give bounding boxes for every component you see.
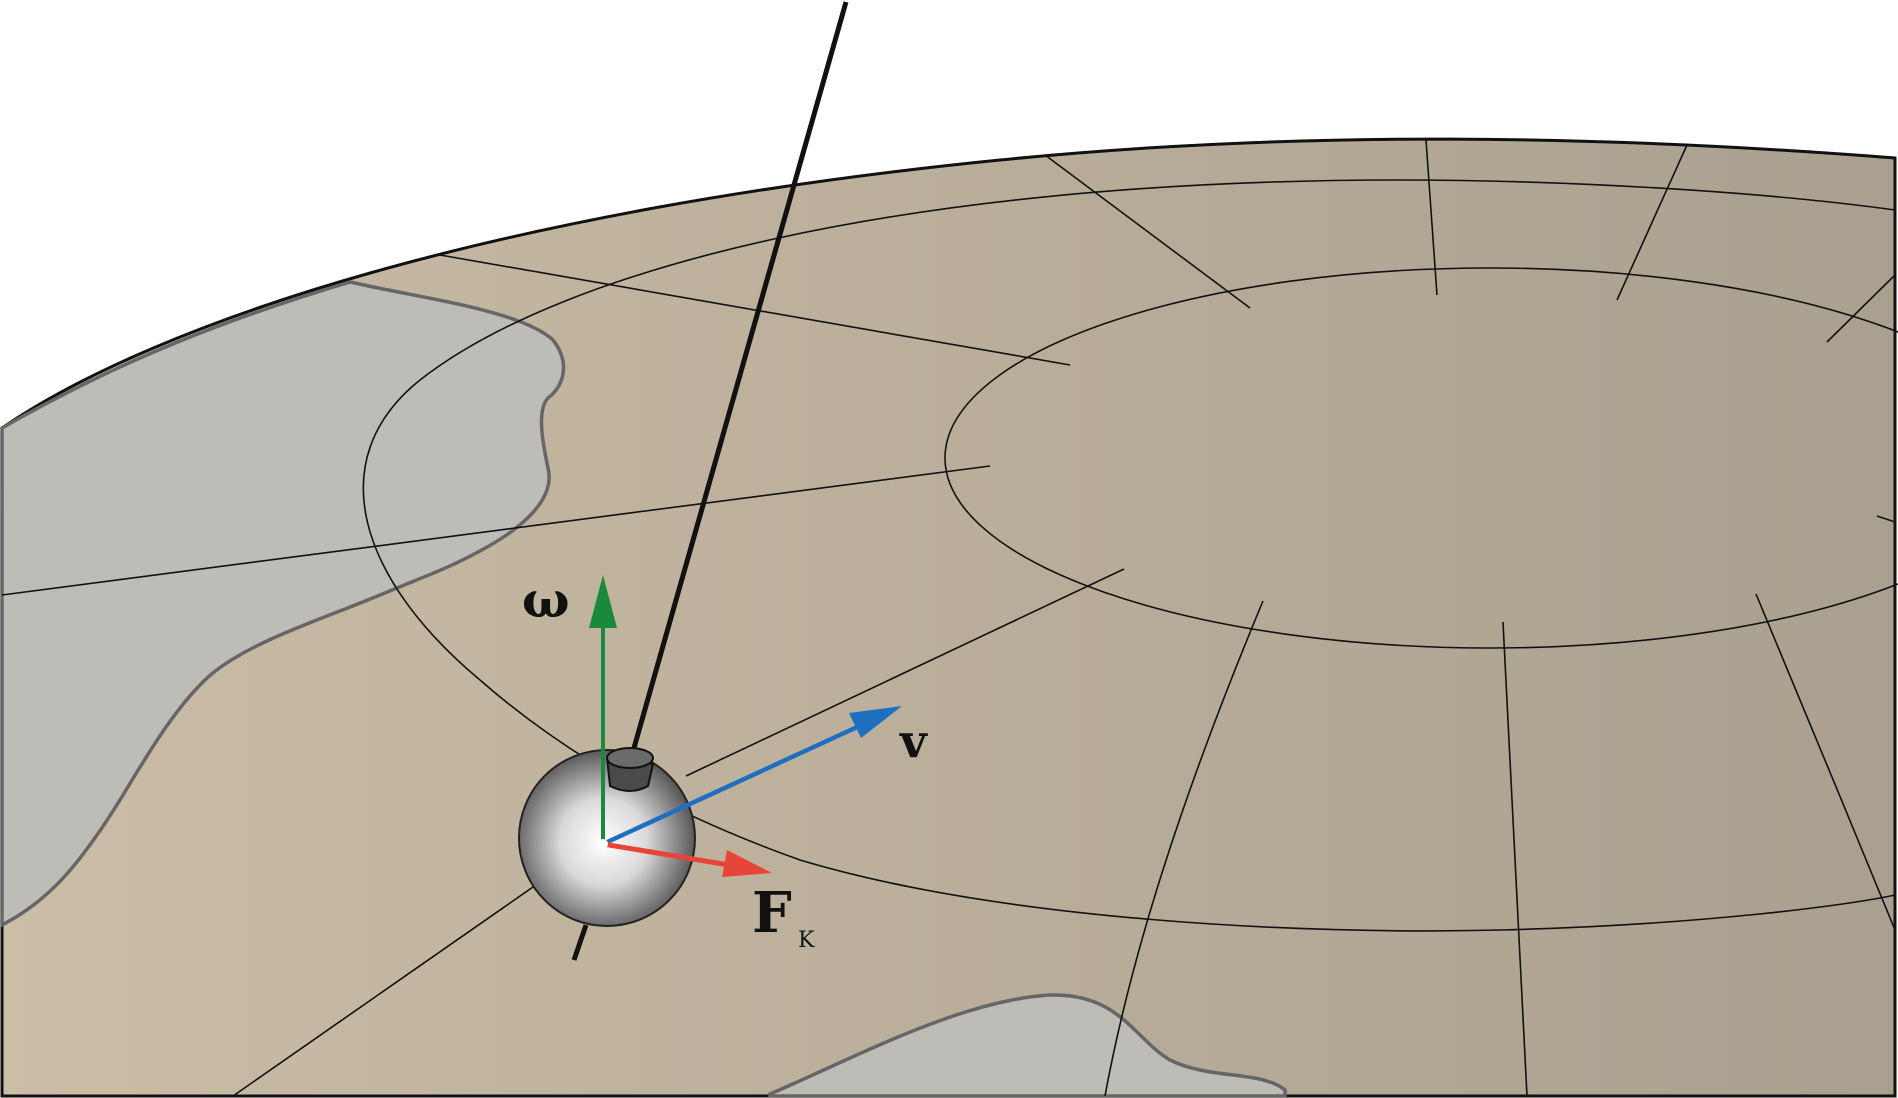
force-subscript-label: K — [798, 928, 815, 953]
latitude-circle-polar — [944, 267, 1898, 649]
omega-label: ω — [522, 570, 570, 629]
meridian-segment — [1502, 621, 1528, 1097]
meridian-segment — [1755, 593, 1896, 931]
water-region-left — [0, 280, 566, 928]
vectors — [589, 575, 902, 877]
meridian-segment — [1, 465, 991, 596]
pendulum-string — [629, 1, 849, 756]
meridian-segment — [439, 254, 1071, 366]
meridian-segment — [1044, 154, 1251, 309]
meridian-lines — [1, 139, 1896, 1097]
velocity-label: v — [899, 714, 928, 768]
bob-sphere — [518, 749, 696, 927]
meridian-segment — [1425, 139, 1438, 296]
bob-cap-top — [606, 747, 654, 769]
omega-arrow-head — [589, 575, 617, 628]
vector-origin — [598, 839, 608, 849]
pendulum-bob — [518, 747, 696, 961]
water-region-bottom — [768, 993, 1287, 1098]
force-arrow-shaft — [602, 841, 736, 869]
velocity-arrow-head — [849, 706, 902, 738]
meridian-segment — [685, 568, 1125, 777]
velocity-arrow-shaft — [602, 719, 869, 847]
force-label: F — [752, 880, 792, 946]
bob-tail-line — [571, 924, 589, 961]
latitude-circle-middle — [362, 179, 1896, 932]
force-arrow-head — [722, 850, 772, 877]
latitude-lines — [362, 179, 1898, 932]
meridian-segment — [1616, 144, 1688, 301]
meridian-segment — [232, 886, 534, 1097]
meridian-segment — [1826, 274, 1896, 343]
meridian-segment — [1104, 600, 1264, 1097]
meridian-segment — [1876, 515, 1896, 523]
